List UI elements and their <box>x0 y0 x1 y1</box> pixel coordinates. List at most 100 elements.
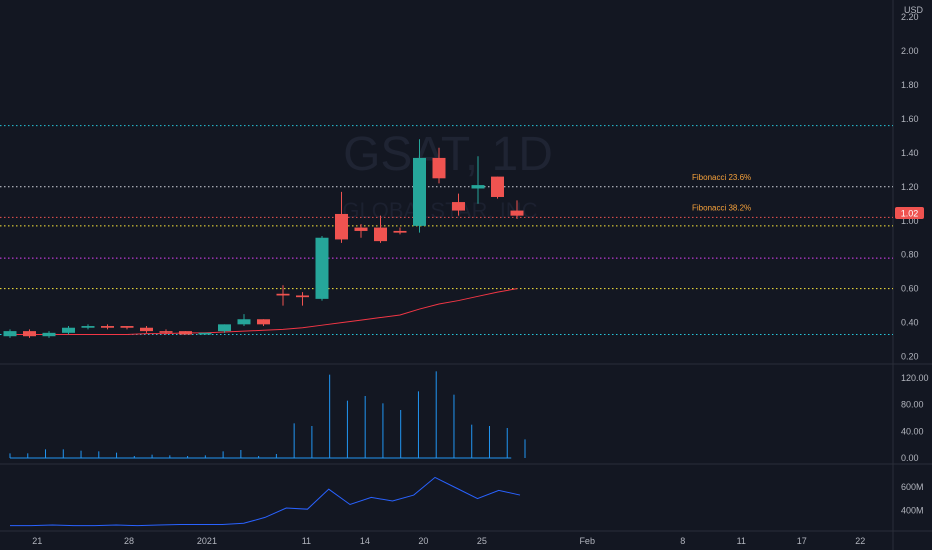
price-tick-label: 1.00 <box>901 216 919 226</box>
candle[interactable] <box>120 326 134 330</box>
candle[interactable] <box>140 326 153 333</box>
candle[interactable] <box>491 176 504 199</box>
candle[interactable] <box>81 324 95 330</box>
price-tick-label: 1.80 <box>901 80 919 90</box>
volume-tick-label: 40.00 <box>901 426 924 436</box>
candle-body <box>276 293 290 296</box>
indicator-line <box>10 476 521 527</box>
last-price-badge-text: 1.02 <box>901 209 919 219</box>
candle[interactable] <box>257 319 270 327</box>
time-tick-label: 20 <box>418 536 428 546</box>
price-axis[interactable]: 2.20 2.00 1.80 1.60 1.40 1.20 1.00 0.80 0.60 0.40… <box>901 12 919 362</box>
last-price-badge-bg <box>895 207 924 219</box>
candle-body <box>140 327 153 332</box>
candle[interactable] <box>335 191 348 243</box>
candle[interactable] <box>413 139 426 233</box>
time-tick-label: Feb <box>579 536 595 546</box>
indicator-tick-label: 400M <box>901 505 924 515</box>
time-tick-label: 17 <box>797 536 807 546</box>
candle[interactable] <box>62 326 75 335</box>
price-tick-label: 1.20 <box>901 182 919 192</box>
candle[interactable] <box>3 329 17 338</box>
candle[interactable] <box>237 314 251 327</box>
candle[interactable] <box>276 285 290 306</box>
candle[interactable] <box>315 236 329 301</box>
candle[interactable] <box>393 227 407 235</box>
candle-body <box>413 157 426 226</box>
candle-body <box>354 227 368 231</box>
candle[interactable] <box>374 215 387 243</box>
candle-body <box>510 210 524 216</box>
time-tick-label: 22 <box>855 536 865 546</box>
candle-body <box>198 332 212 335</box>
last-price-badge: 1.02 <box>895 207 924 219</box>
candle-body <box>491 176 504 197</box>
candle[interactable] <box>159 329 173 335</box>
candle-body <box>42 332 56 337</box>
moving-average-line <box>10 288 518 336</box>
price-tick-label: 1.60 <box>901 114 919 124</box>
candle[interactable] <box>354 224 368 238</box>
candle-body <box>237 319 251 325</box>
moving-average <box>10 288 518 336</box>
candle-body <box>432 157 446 179</box>
time-tick-label: 25 <box>477 536 487 546</box>
candle-body <box>120 326 134 328</box>
candle[interactable] <box>101 324 114 330</box>
candle[interactable] <box>432 147 446 184</box>
currency-label: USD <box>904 5 924 15</box>
horizontal-levels[interactable] <box>0 125 893 336</box>
candle-body <box>315 237 329 299</box>
candle-body <box>159 331 173 333</box>
price-tick-label: 0.40 <box>901 318 919 328</box>
volume-tick-label: 80.00 <box>901 400 924 410</box>
candle[interactable] <box>23 329 36 338</box>
candles[interactable] <box>3 139 524 338</box>
indicator-axis[interactable]: 600M 400M <box>901 482 924 516</box>
time-tick-label: 28 <box>124 536 134 546</box>
price-tick-label: 0.20 <box>901 352 919 362</box>
candle[interactable] <box>198 332 212 335</box>
time-tick-label: 11 <box>737 536 746 546</box>
indicator-series-line <box>10 476 521 527</box>
candle-body <box>62 327 75 333</box>
candle-body <box>471 185 485 189</box>
candle[interactable] <box>179 331 192 335</box>
time-tick-label: 8 <box>680 536 685 546</box>
candle[interactable] <box>42 331 56 338</box>
volume-axis[interactable]: 120.00 80.00 40.00 0.00 <box>901 373 929 463</box>
fibonacci-label-0: Fibonacci 23.6% <box>692 173 751 182</box>
candle-body <box>101 326 114 328</box>
time-tick-label: 2021 <box>197 536 217 546</box>
candle[interactable] <box>452 193 465 216</box>
candle[interactable] <box>471 156 485 204</box>
price-tick-label: 1.40 <box>901 148 919 158</box>
candle[interactable] <box>218 324 231 333</box>
time-tick-label: 14 <box>360 536 370 546</box>
candle-body <box>296 295 309 298</box>
time-tick-label: 21 <box>32 536 42 546</box>
candle-body <box>452 202 465 211</box>
volume-bars <box>9 371 526 459</box>
candle-body <box>335 213 348 240</box>
candle-body <box>393 230 407 233</box>
volume-tick-label: 120.00 <box>901 373 929 383</box>
fibonacci-label-1: Fibonacci 38.2% <box>692 203 751 212</box>
price-tick-label: 0.60 <box>901 284 919 294</box>
price-tick-label: 2.20 <box>901 12 919 22</box>
candle-body <box>218 324 231 332</box>
candle[interactable] <box>296 292 309 306</box>
time-tick-label: 11 <box>302 536 311 546</box>
symbol-watermark: GSAT, 1D <box>343 128 553 181</box>
candle-body <box>3 331 17 337</box>
fibonacci-labels: Fibonacci 23.6% Fibonacci 38.2% <box>692 173 751 213</box>
company-watermark: GLOBALSTAR, INC <box>342 198 537 223</box>
candle-body <box>257 319 270 325</box>
volume-tick-label: 0.00 <box>901 453 919 463</box>
candle-body <box>179 331 192 335</box>
indicator-tick-label: 600M <box>901 482 924 492</box>
candle[interactable] <box>510 200 524 220</box>
price-tick-label: 0.80 <box>901 250 919 260</box>
time-axis[interactable]: 21 28 2021 11 14 20 25 Feb 8 11 17 22 <box>32 536 865 546</box>
